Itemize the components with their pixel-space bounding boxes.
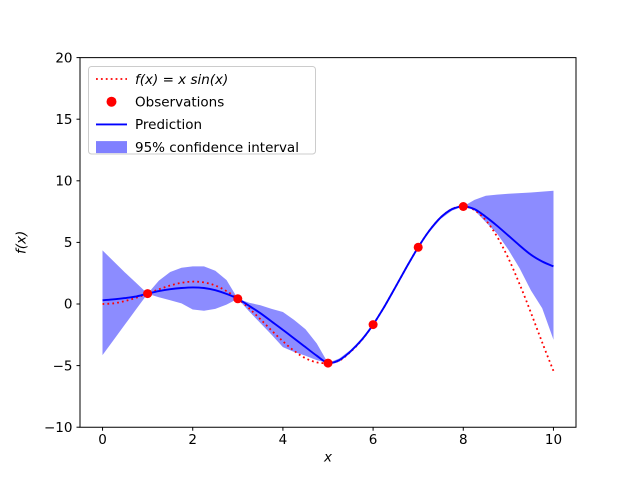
observation-point [458, 202, 468, 211]
confidence-band-group [102, 190, 554, 363]
legend-label: Observations [135, 95, 224, 111]
x-axis-label: x [323, 450, 333, 466]
observation-point [323, 358, 333, 368]
x-tick-label: 0 [98, 432, 107, 448]
legend-entry-observations: Observations [106, 95, 224, 111]
legend-swatch-patch [96, 141, 127, 154]
legend-box [88, 66, 316, 155]
x-tick-label: 2 [188, 432, 197, 448]
observation-point [368, 320, 378, 330]
y-tick-label: −10 [44, 420, 73, 436]
x-tick-label: 8 [459, 432, 468, 448]
legend-label: 95% confidence interval [135, 140, 299, 156]
observation-point [143, 289, 153, 299]
y-tick-label: 10 [55, 174, 72, 190]
y-tick-label: 15 [55, 112, 72, 128]
observation-point [413, 242, 423, 252]
y-tick-label: 0 [64, 297, 73, 313]
axes-group: 0 2 4 6 8 10 20 15 10 5 0 −5 −10 [44, 50, 577, 448]
legend-entry-confidence-interval: 95% confidence interval [96, 140, 299, 156]
legend-swatch-dot [106, 96, 117, 107]
legend-label: Prediction [135, 117, 202, 133]
observations-group [143, 202, 468, 368]
confidence-band [102, 190, 554, 363]
legend-label: f(x) = x sin(x) [135, 72, 228, 88]
legend-entry-true-function: f(x) = x sin(x) [96, 72, 228, 88]
x-tick-label: 6 [369, 432, 378, 448]
observation-point [233, 294, 243, 304]
x-tick-label: 4 [279, 432, 288, 448]
y-tick-label: −5 [53, 358, 73, 374]
y-axis-label: f(x) [14, 231, 30, 254]
legend: f(x) = x sin(x) Observations Prediction 95%… [88, 66, 316, 156]
y-tick-label: 5 [64, 235, 73, 251]
legend-entry-prediction: Prediction [96, 117, 202, 133]
y-tick-label: 20 [55, 50, 72, 66]
x-tick-label: 10 [545, 432, 562, 448]
